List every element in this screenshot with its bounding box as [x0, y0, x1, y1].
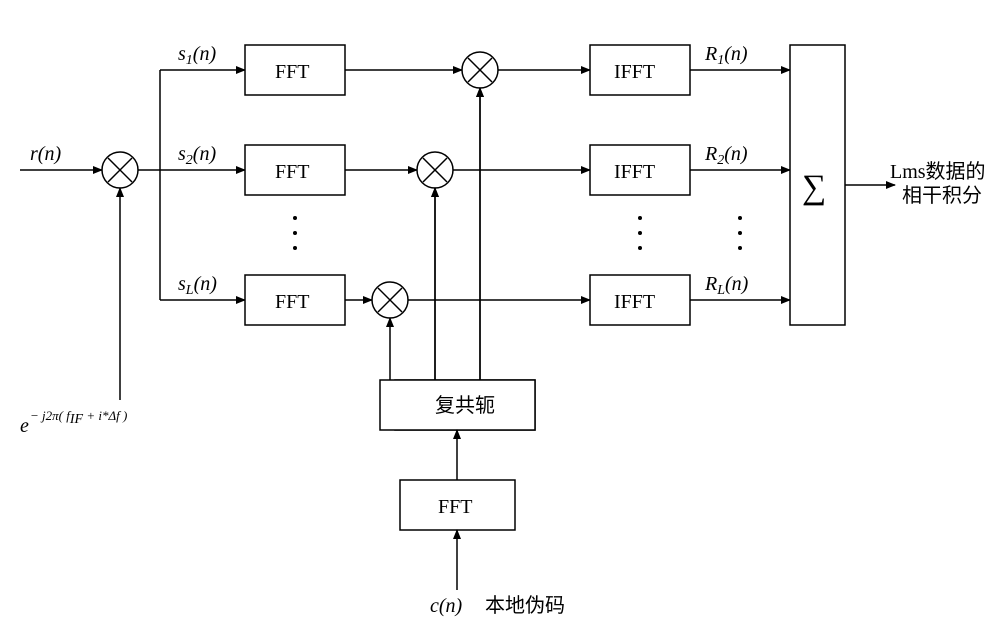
sL: sL(n)	[178, 273, 217, 298]
out1: Lms数据的	[890, 160, 986, 183]
s1: s1(n)	[178, 43, 216, 68]
fftL-t: FFT	[275, 291, 309, 313]
sigma: ∑	[802, 169, 826, 206]
ifftL-t: IFFT	[614, 291, 655, 313]
s2: s2(n)	[178, 143, 216, 168]
fft-bottom-t: FFT	[438, 496, 472, 518]
fft2-t: FFT	[275, 161, 309, 183]
carrier-label2: e	[20, 415, 29, 437]
input-label2: r(n)	[30, 143, 61, 165]
diagram-overlay: r(n) e − j2π( fIF + i*Δf ) s1(n) s2(n) s…	[0, 0, 1000, 633]
ifft2-t: IFFT	[614, 161, 655, 183]
R1: R1(n)	[704, 43, 748, 68]
cn: c(n)	[430, 595, 463, 617]
conj-t2: 复共轭	[435, 394, 495, 417]
fft1-t: FFT	[275, 61, 309, 83]
out2: 相干积分	[902, 184, 982, 207]
localcode: 本地伪码	[485, 594, 565, 617]
ifft1-t: IFFT	[614, 61, 655, 83]
RL: RL(n)	[704, 273, 749, 298]
R2: R2(n)	[704, 143, 748, 168]
